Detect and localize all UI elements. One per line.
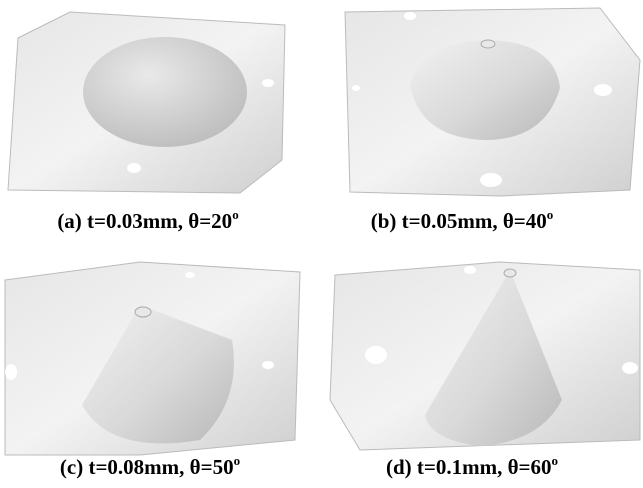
cone [410, 40, 560, 140]
hole [404, 12, 416, 20]
caption: (b) t=0.05mm, θ=40o [371, 207, 554, 233]
hole [365, 346, 387, 364]
caption-superscript: o [232, 207, 239, 222]
hole [185, 272, 195, 278]
cone-tip [480, 39, 496, 49]
caption: (d) t=0.1mm, θ=60o [386, 453, 558, 479]
hole [464, 266, 476, 274]
hole [262, 361, 274, 369]
hole [352, 85, 360, 91]
caption: (a) t=0.03mm, θ=20o [57, 207, 238, 233]
panel-b: (b) t=0.05mm, θ=40o [344, 7, 641, 233]
hole [622, 362, 638, 374]
cone [82, 305, 234, 444]
panel-a: (a) t=0.03mm, θ=20o [7, 11, 286, 233]
caption-text: (c) t=0.08mm, θ=50 [60, 455, 234, 479]
cone-tip [134, 306, 152, 318]
panel-d: (d) t=0.1mm, θ=60o [329, 261, 641, 479]
cone-tip [503, 268, 517, 278]
caption-text: (d) t=0.1mm, θ=60 [386, 455, 552, 479]
caption-text: (a) t=0.03mm, θ=20 [57, 209, 232, 233]
caption-superscript: o [552, 453, 559, 468]
hole [594, 84, 612, 96]
caption: (c) t=0.08mm, θ=50o [60, 453, 240, 479]
hole [480, 173, 502, 187]
panel-c: (c) t=0.08mm, θ=50o [4, 261, 301, 479]
hole [127, 163, 141, 173]
cone [425, 270, 562, 446]
caption-text: (b) t=0.05mm, θ=40 [371, 209, 547, 233]
dome [83, 37, 247, 147]
caption-superscript: o [234, 453, 241, 468]
hole [262, 79, 274, 87]
hole [5, 364, 17, 380]
caption-superscript: o [547, 207, 554, 222]
